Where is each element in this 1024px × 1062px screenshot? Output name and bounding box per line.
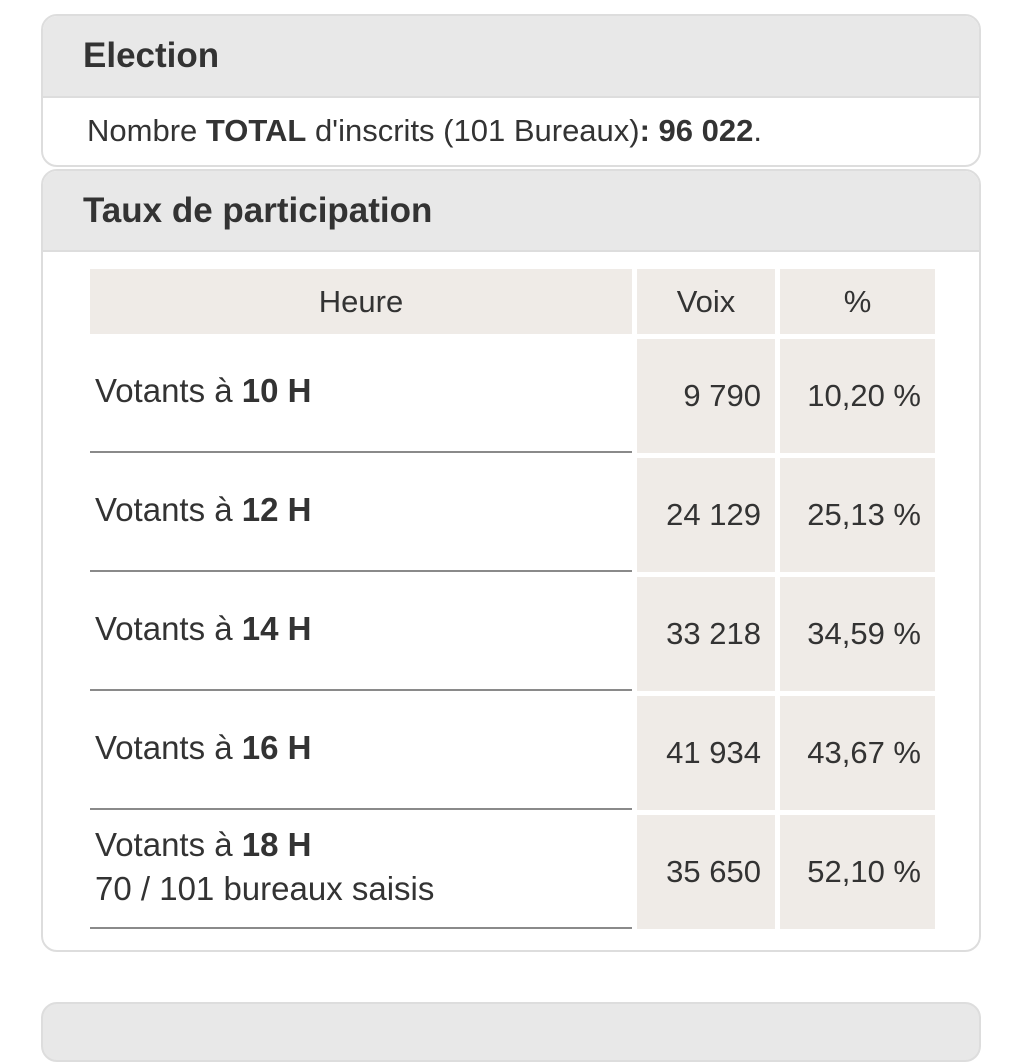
- registered-colon: :: [639, 113, 659, 148]
- participation-panel: Taux de participation Heure Voix % Votan…: [41, 169, 981, 952]
- row-voix: 33 218: [637, 577, 775, 691]
- column-header-heure: Heure: [90, 269, 632, 334]
- row-label-hour: 10 H: [241, 372, 312, 409]
- row-label-hour: 18 H: [241, 826, 312, 863]
- registered-prefix: Nombre: [87, 113, 206, 148]
- row-label-prefix: Votants à: [95, 729, 242, 766]
- row-hour-cell: Votants à 16 H: [90, 696, 632, 810]
- registered-total-label: TOTAL: [205, 113, 307, 148]
- row-label-prefix: Votants à: [95, 491, 242, 528]
- election-heading: Election: [43, 16, 979, 98]
- table-row: Votants à 14 H 33 218 34,59 %: [90, 577, 935, 691]
- registered-period: .: [753, 113, 762, 148]
- row-label-prefix: Votants à: [95, 826, 242, 863]
- table-row: Votants à 18 H 70 / 101 bureaux saisis 3…: [90, 815, 935, 929]
- participation-table: Heure Voix % Votants à 10 H 9 790 10,20 …: [90, 269, 935, 929]
- row-label-hour: 14 H: [241, 610, 312, 647]
- row-hour-cell: Votants à 12 H: [90, 458, 632, 572]
- row-voix: 41 934: [637, 696, 775, 810]
- row-percent: 43,67 %: [780, 696, 935, 810]
- row-hour-cell: Votants à 18 H 70 / 101 bureaux saisis: [90, 815, 632, 929]
- table-row: Votants à 12 H 24 129 25,13 %: [90, 458, 935, 572]
- registered-voters-line: Nombre TOTAL d'inscrits (101 Bureaux): 9…: [43, 98, 979, 164]
- row-voix: 24 129: [637, 458, 775, 572]
- table-header: Heure Voix %: [90, 269, 935, 334]
- next-panel-heading: [41, 1002, 981, 1062]
- column-header-percent: %: [780, 269, 935, 334]
- registered-value: 96 022: [658, 113, 754, 148]
- table-row: Votants à 16 H 41 934 43,67 %: [90, 696, 935, 810]
- row-label-hour: 12 H: [241, 491, 312, 528]
- row-hour-cell: Votants à 14 H: [90, 577, 632, 691]
- row-voix: 35 650: [637, 815, 775, 929]
- row-voix: 9 790: [637, 339, 775, 453]
- row-percent: 52,10 %: [780, 815, 935, 929]
- row-label-prefix: Votants à: [95, 372, 242, 409]
- participation-heading: Taux de participation: [43, 171, 979, 252]
- election-panel: Election Nombre TOTAL d'inscrits (101 Bu…: [41, 14, 981, 167]
- row-percent: 10,20 %: [780, 339, 935, 453]
- row-percent: 25,13 %: [780, 458, 935, 572]
- row-percent: 34,59 %: [780, 577, 935, 691]
- row-label-prefix: Votants à: [95, 610, 242, 647]
- column-header-voix: Voix: [637, 269, 775, 334]
- table-row: Votants à 10 H 9 790 10,20 %: [90, 339, 935, 453]
- row-label-hour: 16 H: [241, 729, 312, 766]
- row-hour-cell: Votants à 10 H: [90, 339, 632, 453]
- registered-middle: d'inscrits (101 Bureaux): [306, 113, 640, 148]
- row-note: 70 / 101 bureaux saisis: [95, 870, 435, 907]
